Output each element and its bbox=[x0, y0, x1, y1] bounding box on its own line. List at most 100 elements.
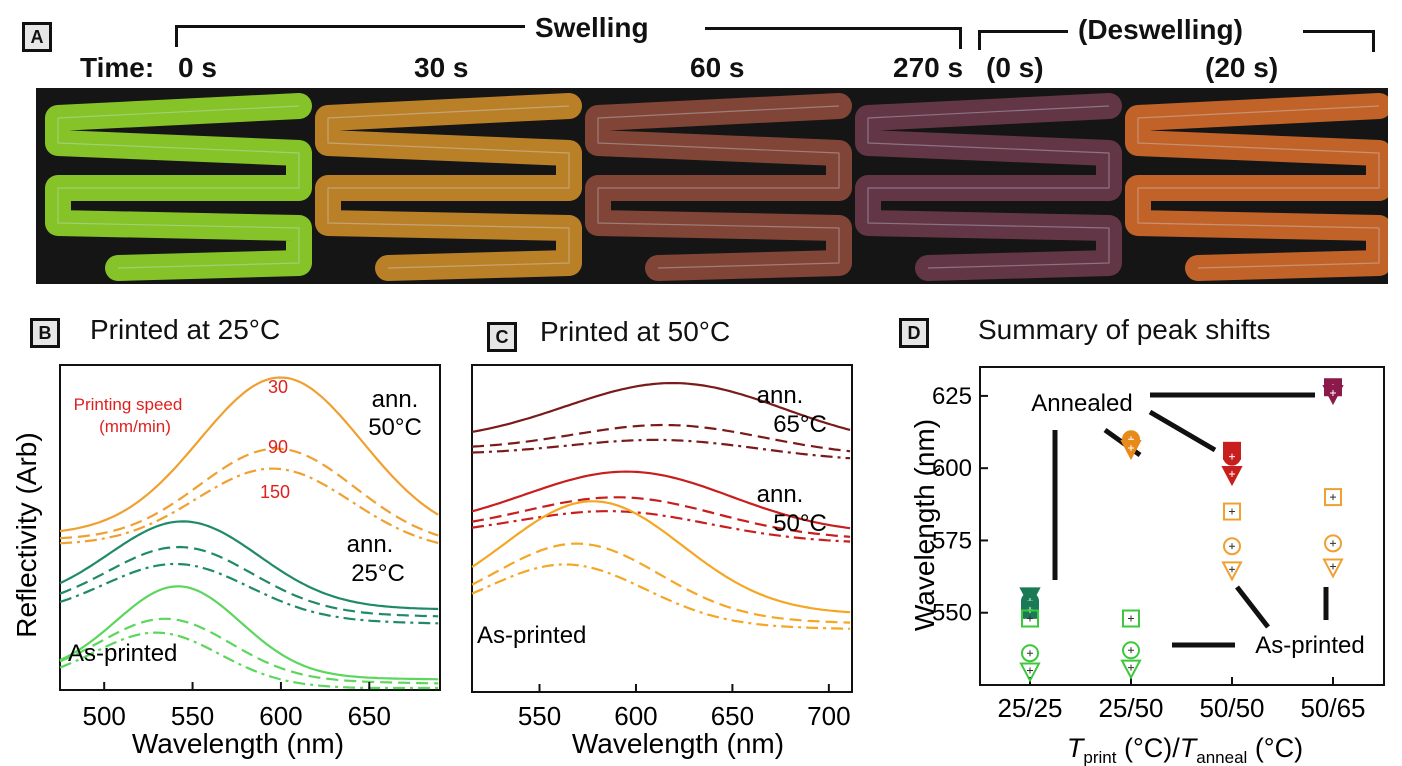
panel-c-chart: 550 600 650 700 Wavelength (nm) ann. 65°C a… bbox=[471, 364, 853, 759]
error-cross bbox=[1027, 650, 1033, 657]
error-cross bbox=[1229, 470, 1235, 477]
d-xtick-label: 50/65 bbox=[1300, 693, 1365, 723]
panel-a-label: A bbox=[22, 22, 52, 52]
deswelling-label: (Deswelling) bbox=[1078, 14, 1243, 45]
b-ann25-line2: 25°C bbox=[351, 560, 405, 587]
error-cross bbox=[1330, 494, 1336, 501]
ann-25-c-150-curve bbox=[59, 562, 439, 625]
b-xtick-label: 600 bbox=[259, 701, 302, 731]
ann-50-c-150-curve bbox=[59, 467, 439, 545]
time-60: 60 s bbox=[690, 52, 745, 83]
panel-c-label: C bbox=[487, 322, 517, 352]
b-xtick-label: 650 bbox=[348, 701, 391, 731]
ann-65-c-30-curve bbox=[471, 382, 851, 433]
panel-d-label: D bbox=[899, 318, 929, 348]
as-printed-150-curve bbox=[59, 631, 439, 690]
d-xtick-label: 50/50 bbox=[1199, 693, 1264, 723]
as-printed-90-curve bbox=[59, 617, 439, 685]
panel-c-frame bbox=[471, 364, 853, 693]
panel-d-chart: 550 575 600 625 25/25 25/50 50/50 50/65 Anneale… bbox=[909, 366, 1385, 766]
asprinted-connector-5050 bbox=[1235, 585, 1270, 629]
time-deswell-20: (20 s) bbox=[1205, 52, 1279, 83]
error-cross bbox=[1330, 540, 1336, 547]
annealed-label: Annealed bbox=[1031, 390, 1132, 417]
panel-d-title: Summary of peak shifts bbox=[978, 314, 1271, 345]
b-xtick-label: 500 bbox=[82, 701, 125, 731]
error-cross bbox=[1027, 667, 1033, 674]
serpentine-sample-5 bbox=[1125, 93, 1388, 281]
c-ann65-line1: ann. bbox=[757, 382, 804, 409]
speed-90-label: 90 bbox=[268, 437, 288, 457]
time-270: 270 s bbox=[893, 52, 964, 83]
b-ann25-line1: ann. bbox=[347, 531, 394, 558]
asprinted-triangle-point bbox=[1221, 561, 1243, 582]
deswelling-bracket-line-left bbox=[978, 30, 1068, 33]
ann-50-c-30-curve bbox=[471, 470, 851, 530]
printing-speed-label: Printing speed bbox=[74, 395, 183, 414]
error-cross bbox=[1128, 615, 1134, 622]
ann-25-c-90-curve bbox=[59, 545, 439, 618]
serpentine-edge-3 bbox=[597, 105, 840, 269]
as-printed-90-curve bbox=[471, 542, 851, 624]
asprinted-square-point bbox=[1324, 488, 1342, 507]
ann-50-c-150-curve bbox=[471, 510, 851, 543]
error-cross bbox=[1027, 615, 1033, 622]
serpentine-edge-4 bbox=[867, 105, 1110, 269]
ann-50-c-30-curve bbox=[59, 376, 439, 533]
c-ann50-line2: 50°C bbox=[773, 510, 827, 537]
b-ann50-line2: 50°C bbox=[368, 414, 422, 441]
serpentine-sample-1 bbox=[45, 93, 312, 281]
serpentine-sample-2 bbox=[315, 93, 582, 281]
panel-d-frame bbox=[979, 366, 1385, 686]
as-printed-30-curve bbox=[59, 585, 439, 681]
swelling-bracket-right bbox=[959, 27, 962, 49]
asprinted-triangle-point bbox=[1120, 659, 1142, 680]
time-0: 0 s bbox=[178, 52, 217, 83]
panel-b-frame bbox=[59, 364, 441, 691]
error-cross bbox=[1229, 566, 1235, 573]
swelling-bracket-left bbox=[175, 25, 178, 47]
error-cross bbox=[1229, 543, 1235, 550]
time-prefix: Time: bbox=[80, 52, 155, 83]
asprinted-square-point bbox=[1122, 609, 1140, 628]
b-asprinted-label: As-printed bbox=[68, 640, 177, 667]
b-xtick-label: 550 bbox=[171, 701, 214, 731]
serpentine-sample-3 bbox=[585, 93, 852, 281]
serpentine-edge-2 bbox=[327, 105, 570, 269]
d-ytick-label: 575 bbox=[932, 527, 972, 554]
hydrogel-photo-strip bbox=[36, 88, 1388, 284]
panel-d-xlabel: Tprint (°C)/Tanneal (°C) bbox=[1067, 733, 1303, 766]
c-ann65-line2: 65°C bbox=[773, 411, 827, 438]
printing-speed-unit: (mm/min) bbox=[99, 417, 171, 436]
ann-50-c-90-curve bbox=[59, 447, 439, 540]
d-xtick-label: 25/50 bbox=[1098, 693, 1163, 723]
speed-150-label: 150 bbox=[260, 482, 290, 502]
d-xtick-label: 25/25 bbox=[997, 693, 1062, 723]
asprinted-square-point bbox=[1223, 502, 1241, 521]
error-cross bbox=[1229, 453, 1235, 460]
panel-d-ylabel: Wavelength (nm) bbox=[909, 419, 940, 631]
c-xtick-label: 550 bbox=[518, 701, 561, 731]
panel-b-chart: 500 550 600 650 Reflectivity (Arb) Waveleng… bbox=[11, 364, 441, 759]
serpentine-sample-4 bbox=[855, 93, 1122, 281]
c-asprinted-label: As-printed bbox=[477, 622, 586, 649]
deswelling-bracket-left bbox=[978, 30, 981, 50]
as-printed-30-curve bbox=[471, 500, 851, 614]
serpentine-edge-1 bbox=[57, 105, 300, 269]
time-deswell-0: (0 s) bbox=[986, 52, 1044, 83]
deswelling-bracket-right bbox=[1372, 30, 1375, 52]
asprinted-circle-point bbox=[1021, 644, 1039, 663]
ann-65-c-90-curve bbox=[471, 423, 851, 453]
asprinted-circle-point bbox=[1223, 537, 1241, 556]
asprinted-square-point bbox=[1021, 609, 1039, 628]
swelling-bracket-line-left bbox=[175, 25, 525, 28]
asprinted-circle-point bbox=[1324, 534, 1342, 553]
annealed-connector-5050 bbox=[1148, 409, 1217, 453]
panel-c-title: Printed at 50°C bbox=[540, 316, 731, 347]
c-ann50-line1: ann. bbox=[757, 481, 804, 508]
error-cross bbox=[1229, 508, 1235, 515]
as-printed-150-curve bbox=[471, 563, 851, 630]
panel-b-label: B bbox=[30, 318, 60, 348]
ann-25-c-30-curve bbox=[59, 520, 439, 611]
asprinted-triangle-point bbox=[1019, 662, 1041, 683]
